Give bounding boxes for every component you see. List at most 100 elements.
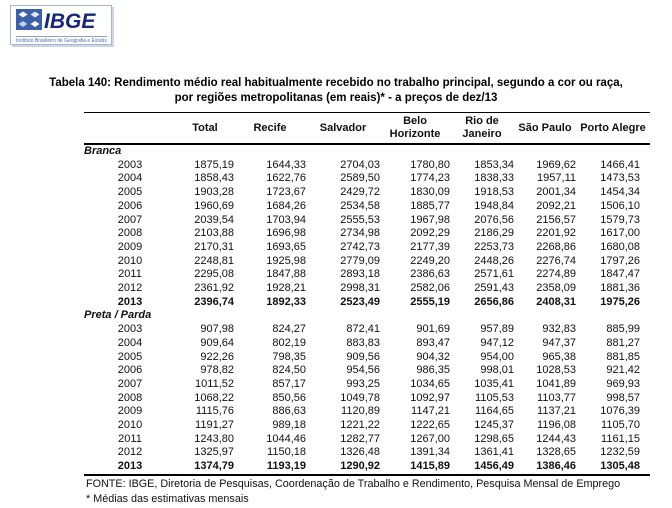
value-cell: 993,25 [346,377,380,390]
value-cell: 1948,84 [474,199,514,212]
ibge-logo: IBGE Instituto Brasileiro de Geografia e… [10,5,112,45]
value-cell: 1374,79 [194,460,234,473]
value-cell: 2589,50 [340,172,380,185]
year-cell: 2011 [118,268,142,281]
value-cell: 2998,31 [340,282,380,295]
value-cell: 2779,09 [340,254,380,267]
value-cell: 957,89 [480,323,514,336]
value-cell: 1193,19 [266,460,306,473]
value-cell: 1928,21 [266,282,306,295]
value-cell: 824,27 [272,323,306,336]
year-cell: 2003 [117,158,143,171]
value-cell: 904,32 [416,350,450,363]
footnotes: FONTE: IBGE, Diretoria de Pesquisas, Coo… [86,477,646,507]
income-table: Total Recife Salvador Belo Horizonte Rio… [84,112,650,476]
value-cell: 1391,34 [410,446,450,459]
value-cell: 1325,97 [194,446,234,459]
value-cell: 1473,53 [600,172,640,185]
value-cell: 2248,81 [194,254,234,267]
value-cell: 947,37 [542,336,576,349]
value-cell: 798,35 [272,350,306,363]
section-row: Preta / Parda [84,309,650,323]
value-cell: 1415,89 [410,460,450,473]
table-row: 2004 909,64 802,19 883,83 893,47 947,12 947,37… [84,337,650,351]
value-cell: 1092,97 [410,391,450,404]
table-row: 2006 1960,69 1684,26 2534,58 1885,77 1948,84 2… [84,200,650,214]
table-row: 2010 1191,27 989,18 1221,22 1222,65 1245,37 11… [84,419,650,433]
value-cell: 2201,92 [536,227,576,240]
table-row: 2005 922,26 798,35 909,56 904,32 954,00 965,38… [84,351,650,365]
table-row: 2012 1325,97 1150,18 1326,48 1391,34 1361,41 1… [84,446,650,460]
value-cell: 1290,92 [340,460,380,473]
value-cell: 1617,00 [600,227,640,240]
value-cell: 1903,28 [194,186,234,199]
year-cell: 2006 [117,364,143,377]
header-porto-alegre: Porto Alegre [580,121,646,134]
table-row: 2007 1011,52 857,17 993,25 1034,65 1035,41 104… [84,378,650,392]
value-cell: 1703,94 [266,213,306,226]
value-cell: 1696,98 [266,227,306,240]
value-cell: 1041,89 [536,377,576,390]
value-cell: 1221,22 [340,419,380,432]
value-cell: 2408,31 [536,295,576,308]
value-cell: 1164,65 [475,405,514,418]
value-cell: 1105,53 [475,391,514,404]
table-container: Total Recife Salvador Belo Horizonte Rio… [84,112,650,476]
table-row: 2004 1858,43 1622,76 2589,50 1774,23 1838,33 1… [84,172,650,186]
value-cell: 989,18 [272,419,306,432]
value-cell: 2156,57 [536,213,576,226]
table-row: 2008 2103,88 1696,98 2734,98 2092,29 2186,29 2… [84,227,650,241]
value-cell: 2523,49 [340,295,380,308]
ibge-logo-subtext: Instituto Brasileiro de Geografia e Esta… [16,36,107,44]
value-cell: 2274,89 [536,268,576,281]
value-cell: 2103,88 [194,227,234,240]
value-cell: 2092,29 [410,227,450,240]
value-cell: 2001,34 [536,186,576,199]
value-cell: 1386,46 [536,460,576,473]
value-cell: 909,64 [200,336,234,349]
value-cell: 1579,73 [600,213,640,226]
ibge-logo-top: IBGE [16,9,107,35]
value-cell: 1232,59 [600,446,640,459]
value-cell: 872,41 [346,323,380,336]
value-cell: 1243,80 [194,432,234,445]
value-cell: 1957,11 [537,172,576,185]
value-cell: 2253,73 [474,240,514,253]
value-cell: 969,93 [606,377,640,390]
value-cell: 2555,53 [340,213,380,226]
header-belo-horizonte: Belo Horizonte [389,115,441,140]
value-cell: 1723,67 [266,186,306,199]
table-row: 2013 2396,74 1892,33 2523,49 2555,19 2656,86 2… [84,296,650,310]
value-cell: 1147,21 [411,405,450,418]
year-cell: 2006 [117,199,143,212]
value-cell: 2076,56 [474,213,514,226]
header-empty [84,113,176,145]
value-cell: 2734,98 [340,227,380,240]
value-cell: 1103,77 [537,391,576,404]
year-cell: 2008 [117,227,143,240]
value-cell: 1454,34 [600,186,640,199]
footnote-note: * Médias das estimativas mensais [86,493,249,505]
value-cell: 1925,98 [266,254,306,267]
value-cell: 1892,33 [266,295,306,308]
table-header: Total Recife Salvador Belo Horizonte Rio… [84,112,650,145]
value-cell: 2396,74 [194,295,234,308]
value-cell: 1684,26 [266,199,306,212]
header-rio-de-janeiro: Rio de Janeiro [462,115,502,140]
value-cell: 802,19 [272,336,306,349]
table-title: Tabela 140: Rendimento médio real habitu… [0,76,672,106]
value-cell: 881,85 [606,350,640,363]
value-cell: 1885,77 [410,199,450,212]
value-cell: 1191,27 [195,419,234,432]
value-cell: 1035,41 [474,377,514,390]
value-cell: 1115,76 [195,405,234,418]
value-cell: 986,35 [416,364,450,377]
header-sao-paulo: São Paulo [518,121,572,134]
value-cell: 1011,52 [195,377,234,390]
table-body: Branca 2003 1875,19 1644,33 2704,03 1780,80 18… [84,144,650,475]
table-row: 2010 2248,81 1925,98 2779,09 2249,20 2448,26 2… [84,255,650,269]
year-cell: 2012 [117,446,143,459]
value-cell: 965,38 [542,350,576,363]
value-cell: 2039,54 [194,213,234,226]
value-cell: 883,83 [346,336,380,349]
